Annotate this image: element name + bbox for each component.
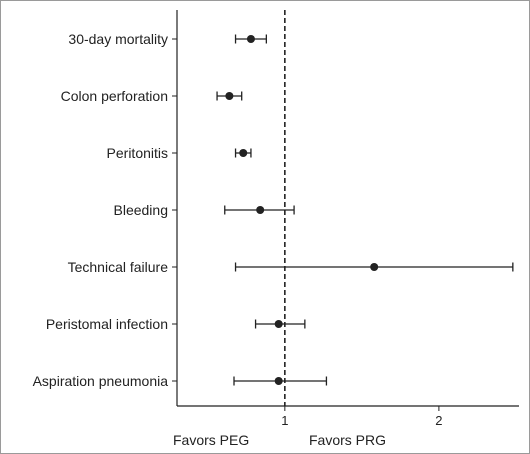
forest-marks [216,34,514,386]
point-estimate [246,35,255,43]
category-label: Peristomal infection [46,316,168,332]
point-estimate [225,92,234,100]
point-estimate [274,320,283,328]
axes [176,10,519,407]
category-label: Colon perforation [61,88,168,104]
category-label: Peritonitis [107,145,168,161]
point-estimate [274,377,283,385]
favors-peg-label: Favors PEG [173,432,249,448]
point-estimate [256,206,265,214]
category-label: Bleeding [114,202,169,218]
category-label: Technical failure [68,259,169,275]
category-label: 30-day mortality [68,31,168,47]
point-estimate [239,149,248,157]
favors-prg-label: Favors PRG [309,432,386,448]
x-tick-label: 2 [435,413,442,428]
x-tick-label: 1 [281,413,288,428]
point-estimate [370,263,379,271]
category-labels: 30-day mortality Colon perforation Periton… [33,31,177,389]
category-label: Aspiration pneumonia [33,373,169,389]
